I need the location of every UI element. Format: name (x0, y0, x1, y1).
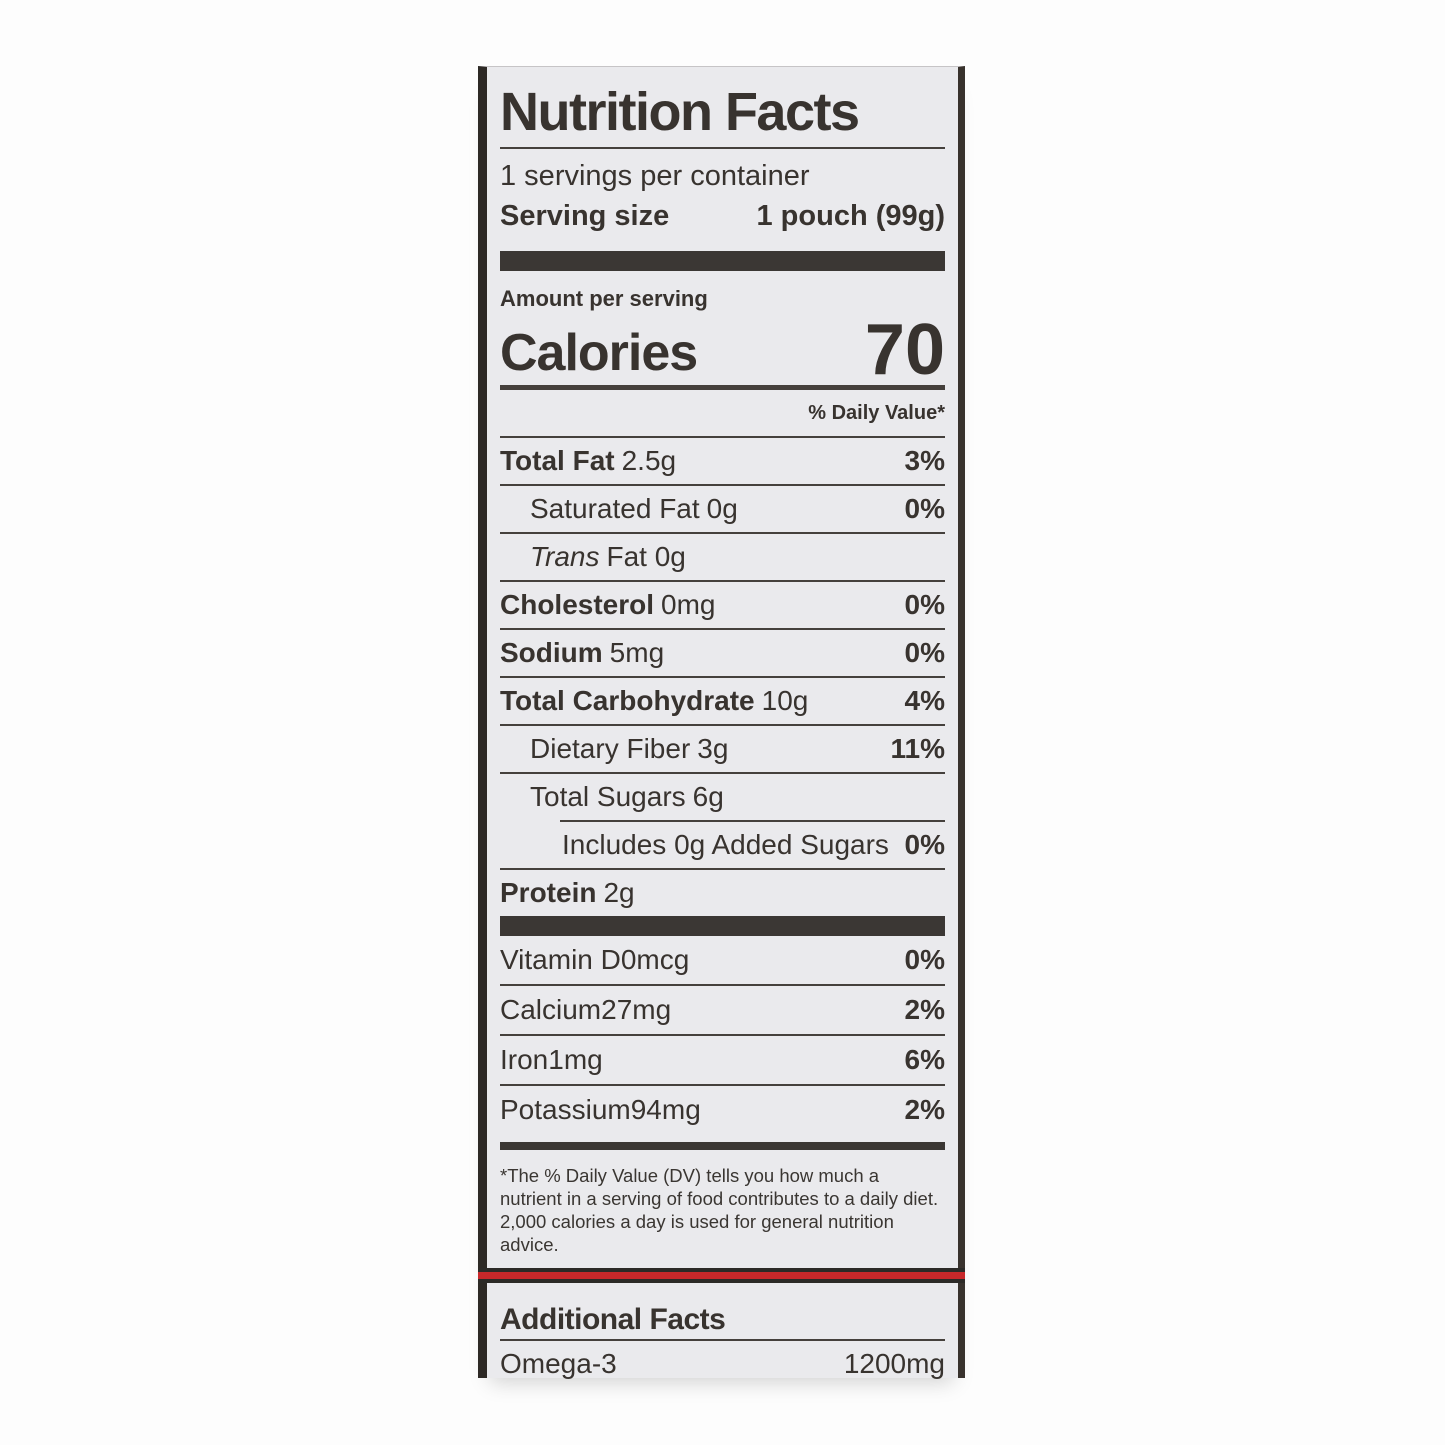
nutrient-dv: 3% (904, 445, 945, 476)
vitamin-name: Iron (500, 1044, 549, 1075)
daily-value-header: % Daily Value* (500, 390, 945, 438)
servings-per-container: 1 servings per container (500, 160, 810, 192)
nutrient-row-total-carbohydrate: Total Carbohydrate 10g 4% (500, 678, 945, 726)
nutrient-name: Protein (500, 877, 597, 908)
nutrient-amount: 0mg (661, 589, 716, 620)
nutrition-facts-label: Nutrition Facts 1 servings per container… (478, 66, 965, 1379)
vitamin-name: Calcium (500, 994, 602, 1025)
red-stripe-separator (478, 1268, 965, 1283)
calories-value: 70 (864, 310, 945, 390)
nutrient-amount: Fat 0g (606, 541, 686, 572)
nutrient-amount: 10g (761, 685, 809, 716)
nutrient-row-protein: Protein 2g (500, 870, 945, 916)
nutrient-row-cholesterol: Cholesterol 0mg 0% (500, 582, 945, 630)
vitamin-row-iron: Iron1mg 6% (500, 1036, 945, 1086)
daily-value-footnote: *The % Daily Value (DV) tells you how mu… (500, 1165, 939, 1255)
nutrient-row-sodium: Sodium 5mg 0% (500, 630, 945, 678)
nutrient-name: Total Fat (500, 445, 615, 476)
nutrient-row-dietary-fiber: Dietary Fiber 3g 11% (500, 726, 945, 774)
nutrient-dv: 0% (904, 493, 945, 524)
vitamin-row-vitamin-d: Vitamin D0mcg 0% (500, 936, 945, 986)
nutrient-row-total-fat: Total Fat 2.5g 3% (500, 438, 945, 486)
vitamin-amount: 1mg (548, 1044, 603, 1075)
title-divider (500, 147, 945, 149)
calories-label: Calories (500, 324, 698, 382)
nutrient-name: Total Carbohydrate (500, 685, 755, 716)
additional-facts-divider (500, 1339, 945, 1341)
serving-size-value: 1 pouch (99g) (756, 199, 945, 232)
vitamin-dv: 2% (904, 994, 945, 1025)
additional-facts-title: Additional Facts (500, 1303, 726, 1336)
nutrient-dv: 0% (904, 829, 945, 860)
nutrition-facts-title: Nutrition Facts (500, 82, 860, 142)
nutrient-dv: 0% (904, 589, 945, 620)
nutrient-row-total-sugars: Total Sugars 6g (500, 774, 945, 820)
vitamin-amount: 94mg (630, 1094, 701, 1125)
nutrient-amount: 0g (706, 493, 738, 524)
nutrient-name: Includes 0g Added Sugars (562, 829, 889, 860)
nutrient-name: Sodium (500, 637, 603, 668)
vitamin-row-potassium: Potassium94mg 2% (500, 1086, 945, 1134)
vitamin-dv: 2% (904, 1094, 945, 1125)
nutrient-amount: 2g (603, 877, 635, 908)
nutrient-dv: 0% (904, 637, 945, 668)
vitamin-dv: 6% (904, 1044, 945, 1075)
vitamin-dv: 0% (904, 944, 945, 975)
amount-per-serving: Amount per serving (500, 286, 708, 311)
vitamin-row-calcium: Calcium27mg 2% (500, 986, 945, 1036)
nutrient-amount: 3g (697, 733, 729, 764)
vitamin-amount: 27mg (601, 994, 672, 1025)
total-sugars-divider (560, 820, 945, 822)
additional-fact-name: Omega-3 (500, 1348, 617, 1379)
nutrient-amount: 6g (692, 781, 724, 812)
calories-row: Calories 70 (500, 310, 945, 390)
nutrient-amount: 2.5g (621, 445, 677, 476)
additional-facts-row-omega3: Omega-3 1200mg (500, 1341, 945, 1387)
red-stripe (478, 1272, 965, 1279)
nutrient-amount: 5mg (609, 637, 665, 668)
medium-bar-vitamins (500, 1142, 945, 1150)
thick-bar-protein (500, 916, 945, 936)
nutrient-name: Trans (530, 541, 600, 572)
nutrient-dv: 11% (890, 733, 946, 764)
nutrient-row-trans-fat: Trans Fat 0g (500, 534, 945, 582)
thick-bar-top (500, 251, 945, 271)
vitamin-name: Potassium (500, 1094, 631, 1125)
serving-size-row: Serving size 1 pouch (99g) (500, 197, 945, 235)
nutrient-row-added-sugars: Includes 0g Added Sugars 0% (500, 822, 945, 870)
calories-divider (500, 385, 945, 390)
nutrient-dv: 4% (904, 685, 945, 716)
serving-size-label: Serving size (500, 199, 670, 232)
nutrient-name: Total Sugars (530, 781, 686, 812)
vitamin-name: Vitamin D (500, 944, 621, 975)
nutrient-name: Cholesterol (500, 589, 655, 620)
vitamin-amount: 0mcg (620, 944, 690, 975)
nutrient-name: Saturated Fat (530, 493, 700, 524)
additional-fact-value: 1200mg (843, 1348, 945, 1379)
nutrient-row-saturated-fat: Saturated Fat 0g 0% (500, 486, 945, 534)
nutrient-name: Dietary Fiber (530, 733, 691, 764)
